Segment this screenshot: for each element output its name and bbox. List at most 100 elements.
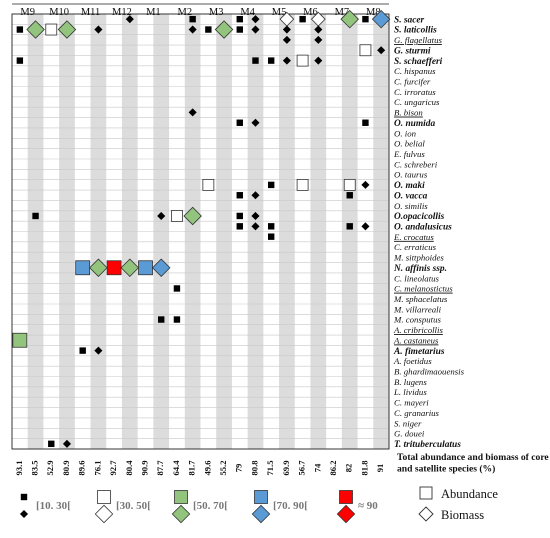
square-marker-10-30 xyxy=(236,26,243,33)
square-marker-10-30 xyxy=(16,57,24,64)
diamond-marker-10-30 xyxy=(251,211,260,221)
diamond-marker-10-30 xyxy=(282,25,291,34)
square-marker-10-30 xyxy=(32,212,39,220)
total-value: 74 xyxy=(312,463,322,472)
species-label: C. granarius xyxy=(394,408,440,418)
legend-biomass-label: Biomass xyxy=(441,508,484,522)
species-label: B. bison xyxy=(394,108,423,118)
month-label: M4 xyxy=(240,7,255,18)
diamond-marker-10-30 xyxy=(361,222,370,231)
diamond-marker-10-30 xyxy=(125,15,134,24)
month-label: M8 xyxy=(366,7,381,18)
diamond-marker-50-70 xyxy=(120,258,140,277)
square-marker-10-30 xyxy=(299,15,306,23)
species-label: O.opacicollis xyxy=(394,212,445,222)
diamond-marker-10-30 xyxy=(94,25,103,34)
square-marker-10-30 xyxy=(236,119,243,126)
legend-square-70-90 xyxy=(254,490,268,504)
square-marker-10-30 xyxy=(205,26,212,33)
species-label: S. laticollis xyxy=(394,26,437,36)
square-marker-10-30 xyxy=(236,212,243,220)
diamond-marker-50-70 xyxy=(26,20,45,39)
species-label: C. lineolatus xyxy=(394,273,440,283)
total-value: 92.7 xyxy=(108,460,118,476)
species-label: M. villarreali xyxy=(393,304,442,314)
diamond-marker-10-30 xyxy=(251,15,260,24)
total-value: 80.4 xyxy=(124,460,134,476)
species-label: G. douei xyxy=(394,429,425,439)
species-label: O. maki xyxy=(394,181,425,191)
species-label: E. fulvus xyxy=(393,149,425,159)
month-label: M12 xyxy=(112,7,132,18)
species-label: A. fimetarius xyxy=(393,347,445,357)
total-value: 81.8 xyxy=(359,460,369,476)
species-label: O. ion xyxy=(394,128,417,138)
species-label: C. ungaricus xyxy=(394,97,440,107)
total-value: 52.9 xyxy=(45,460,55,475)
square-marker-10-30 xyxy=(236,223,243,230)
diamond-marker-50-70 xyxy=(183,206,202,226)
diamond-marker-10-30 xyxy=(251,118,260,127)
total-value: 79 xyxy=(234,464,244,473)
square-marker-10-30 xyxy=(267,223,275,230)
species-label: O. belial xyxy=(394,139,425,149)
month-label: M5 xyxy=(272,7,287,18)
month-labels: M9 M10 M11 M12 M1 M2 M3 M4 M5 M6 M7 M8 xyxy=(20,7,380,18)
species-label: O. taurus xyxy=(394,170,428,180)
species-label: O. andalusicus xyxy=(394,223,452,233)
species-label: E. crocatus xyxy=(393,232,434,242)
diamond-marker-10-30 xyxy=(361,180,370,189)
legend-square-30-50 xyxy=(97,490,111,504)
square-marker-10-30 xyxy=(346,223,353,230)
month-label: M1 xyxy=(146,7,161,18)
square-marker-70-90 xyxy=(75,260,91,276)
diamond-marker-10-30 xyxy=(314,25,323,34)
square-marker-10-30 xyxy=(267,181,275,189)
species-label: C. furcifer xyxy=(394,77,431,87)
total-value: 82 xyxy=(344,464,354,473)
legend-label: [50. 70[ xyxy=(193,500,228,512)
legend-square-10-30 xyxy=(20,493,28,501)
total-value: 80.8 xyxy=(249,460,259,476)
diamond-marker-70-90 xyxy=(371,9,391,29)
species-label: C. melanostictus xyxy=(394,284,453,294)
total-value: 76.1 xyxy=(92,460,102,475)
total-value: 93.1 xyxy=(14,460,24,475)
legend-label: [30. 50[ xyxy=(116,500,151,512)
square-marker-10-30 xyxy=(236,15,243,23)
species-label: M. sphacelatus xyxy=(393,294,448,304)
diamond-marker-10-30 xyxy=(94,346,103,355)
diamond-marker-50-70 xyxy=(57,20,77,39)
side-note-line: and satellite species (%) xyxy=(397,464,495,475)
species-label: G. flagellatus xyxy=(394,35,442,45)
legend-square-90 xyxy=(339,490,353,504)
diamond-marker-70-90 xyxy=(151,258,171,277)
square-marker-10-30 xyxy=(48,440,55,448)
total-value: 64.4 xyxy=(171,460,181,476)
diamond-marker-10-30 xyxy=(188,25,197,34)
diamond-marker-10-30 xyxy=(314,35,323,44)
species-label: C. schreberi xyxy=(394,159,438,169)
total-value: 90.9 xyxy=(139,460,149,475)
month-label: M2 xyxy=(177,7,192,18)
species-label: C. hispanus xyxy=(394,66,436,76)
square-marker-30-50 xyxy=(296,54,309,67)
diamond-marker-50-70 xyxy=(89,258,108,277)
diamond-marker-10-30 xyxy=(314,56,323,65)
legend-abundance-label: Abundance xyxy=(441,487,498,501)
square-marker-10-30 xyxy=(267,57,275,64)
species-label: O. vacca xyxy=(394,191,428,201)
square-marker-10-30 xyxy=(189,15,196,23)
square-marker-10-30 xyxy=(362,119,369,126)
total-value: 80.9 xyxy=(61,460,71,475)
square-marker-30-50 xyxy=(171,210,183,222)
total-value: 86.2 xyxy=(328,460,338,475)
diamond-marker-10-30 xyxy=(251,25,260,34)
total-value: 56.7 xyxy=(297,460,307,476)
month-label: M9 xyxy=(20,7,35,18)
legend-diamond-90 xyxy=(336,504,356,524)
total-value: 91 xyxy=(375,464,385,473)
total-value: 89.6 xyxy=(77,460,87,476)
side-note-line: Total abundance and biomass of core xyxy=(397,452,549,463)
